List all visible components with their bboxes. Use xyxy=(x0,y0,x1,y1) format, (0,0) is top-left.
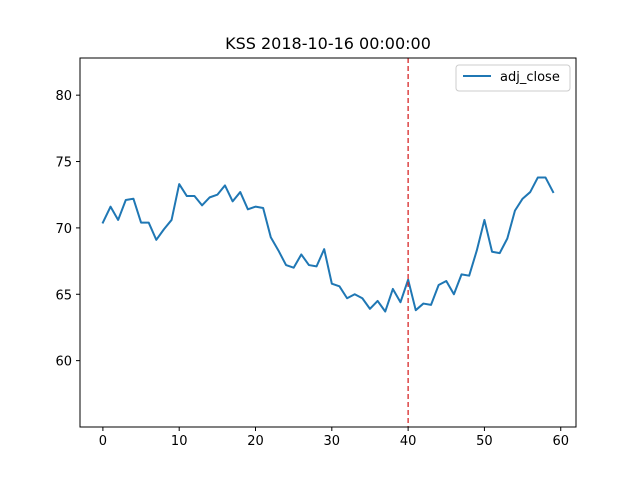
y-tick-label: 80 xyxy=(55,89,72,104)
x-axis-ticks: 0 10 20 30 40 50 60 xyxy=(99,427,569,449)
series-line-adj-close xyxy=(101,176,555,313)
x-tick-label: 0 xyxy=(99,434,107,449)
legend-label-adj-close: adj_close xyxy=(500,70,560,85)
y-tick-label: 65 xyxy=(55,288,72,303)
x-tick-label: 20 xyxy=(247,434,264,449)
axes-frame xyxy=(79,57,577,428)
legend: adj_close xyxy=(455,64,571,92)
x-tick-label: 40 xyxy=(400,434,417,449)
x-tick-label: 60 xyxy=(552,434,569,449)
x-tick-label: 30 xyxy=(324,434,341,449)
y-axis-ticks: 60 65 70 75 80 xyxy=(55,89,80,370)
plot-area xyxy=(79,57,577,428)
chart-title: KSS 2018-10-16 00:00:00 xyxy=(225,34,431,53)
x-tick-label: 50 xyxy=(476,434,493,449)
y-tick-label: 70 xyxy=(55,222,72,237)
legend-box xyxy=(455,64,571,92)
x-tick-label: 10 xyxy=(171,434,188,449)
y-tick-label: 60 xyxy=(55,355,72,370)
y-tick-label: 75 xyxy=(55,156,72,171)
